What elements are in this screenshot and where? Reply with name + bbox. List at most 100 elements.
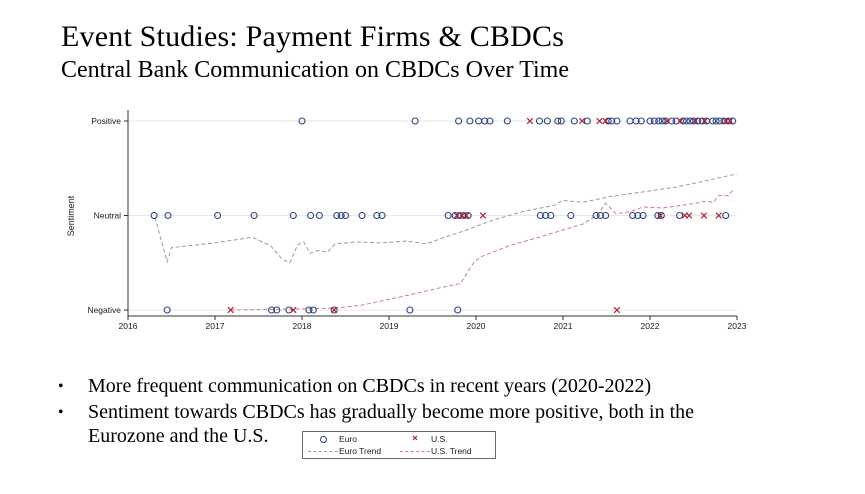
euro-point bbox=[464, 211, 472, 220]
x-tick-label: 2021 bbox=[554, 321, 573, 331]
chart-legend: Euro × U.S. Euro Trend U.S. Trend bbox=[302, 431, 496, 459]
u-s-point bbox=[602, 117, 609, 125]
euro-point bbox=[378, 211, 386, 220]
bullet-item: • More frequent communication on CBDCs i… bbox=[58, 374, 748, 399]
legend-entry-euro-trend: Euro Trend bbox=[307, 445, 399, 457]
euro-point bbox=[639, 211, 647, 220]
bullet-icon: • bbox=[58, 404, 64, 421]
euro-point bbox=[608, 117, 616, 125]
euro-point bbox=[709, 117, 717, 125]
x-tick-label: 2020 bbox=[467, 321, 486, 331]
euro-point bbox=[596, 211, 604, 220]
x-tick-label: 2017 bbox=[206, 321, 225, 331]
legend-entry-euro: Euro bbox=[307, 433, 399, 445]
u-s-point bbox=[657, 212, 664, 219]
bullet-text: Sentiment towards CBDCs has gradually be… bbox=[88, 401, 695, 447]
euro-point bbox=[285, 306, 293, 314]
euro-point bbox=[481, 117, 489, 125]
euro-point bbox=[613, 117, 621, 125]
euro-point bbox=[583, 117, 591, 125]
euro-point bbox=[547, 211, 555, 220]
u-s-point bbox=[290, 306, 297, 314]
u-s-point bbox=[664, 117, 671, 125]
x-tick-label: 2023 bbox=[728, 321, 747, 331]
euro-point bbox=[455, 117, 463, 125]
us-trend-dash-icon bbox=[399, 450, 431, 452]
legend-entry-us: × U.S. bbox=[399, 433, 491, 445]
euro-point bbox=[214, 211, 222, 220]
chart-canvas: Negative Neutral Positive 2016 2017 2018 2019 2… bbox=[66, 110, 747, 331]
legend-entry-us-trend: U.S. Trend bbox=[399, 445, 491, 457]
y-tick-label: Negative bbox=[87, 305, 121, 315]
sentiment-scatter-chart: Negative Neutral Positive 2016 2017 2018 2019 2… bbox=[0, 95, 865, 459]
slide-subtitle: Central Bank Communication on CBDCs Over… bbox=[61, 57, 569, 83]
euro-point bbox=[307, 211, 315, 220]
euro-point bbox=[682, 117, 691, 125]
euro-point bbox=[486, 117, 494, 125]
euro-point bbox=[451, 211, 459, 220]
bullet-list: • More frequent communication on CBDCs i… bbox=[58, 374, 748, 449]
euro-point bbox=[602, 211, 610, 220]
euro-point bbox=[444, 211, 452, 220]
u-s-point bbox=[227, 306, 234, 314]
euro-point bbox=[634, 211, 642, 220]
legend-label: Euro bbox=[339, 434, 357, 444]
u-s-point bbox=[700, 212, 708, 219]
x-tick-label: 2022 bbox=[641, 321, 660, 331]
euro-point bbox=[646, 117, 654, 125]
euro-point bbox=[689, 117, 698, 125]
euro-point bbox=[672, 117, 680, 125]
slide-title: Event Studies: Payment Firms & CBDCs bbox=[61, 20, 565, 53]
euro-point bbox=[542, 211, 550, 220]
x-tick-label: 2019 bbox=[380, 321, 399, 331]
bullet-text: More frequent communication on CBDCs in … bbox=[88, 375, 652, 397]
u-s-point bbox=[715, 212, 722, 219]
euro-point bbox=[298, 117, 306, 125]
euro-point bbox=[305, 306, 313, 314]
euro-point bbox=[163, 306, 171, 314]
y-axis-label: Sentiment bbox=[66, 195, 76, 236]
euro-point bbox=[250, 211, 258, 220]
u-s-point bbox=[685, 212, 693, 219]
euro-point bbox=[650, 117, 658, 125]
us-x-marker-icon: × bbox=[411, 433, 419, 444]
euro-point bbox=[567, 211, 575, 220]
euro-point bbox=[503, 117, 511, 125]
euro-point bbox=[592, 211, 600, 220]
u-s-point bbox=[526, 117, 534, 125]
u-s-point bbox=[613, 306, 621, 314]
euro-point bbox=[637, 117, 645, 125]
legend-label: Euro Trend bbox=[339, 446, 382, 456]
u-s-point bbox=[479, 212, 487, 219]
euro-point bbox=[668, 117, 676, 125]
euro-point bbox=[289, 211, 297, 220]
euro-point bbox=[557, 117, 565, 125]
euro-point bbox=[164, 211, 172, 220]
u-s-point bbox=[330, 306, 338, 314]
euro-point bbox=[632, 117, 640, 125]
euro-circle-marker-icon bbox=[307, 435, 339, 443]
euro-point bbox=[720, 117, 728, 125]
x-tick-label: 2018 bbox=[293, 321, 312, 331]
euro-point bbox=[315, 211, 323, 220]
bullet-icon: • bbox=[58, 378, 64, 395]
legend-label: U.S. bbox=[431, 434, 448, 444]
euro-point bbox=[536, 211, 544, 220]
euro-point bbox=[570, 117, 578, 125]
euro-point bbox=[454, 306, 462, 314]
euro-point bbox=[466, 117, 474, 125]
u-s-point bbox=[463, 212, 470, 219]
euro-point bbox=[657, 211, 665, 220]
y-tick-label: Neutral bbox=[94, 210, 122, 220]
euro-point bbox=[330, 306, 338, 314]
euro-trend-line bbox=[154, 173, 738, 264]
u-s-point bbox=[578, 117, 586, 125]
euro-point bbox=[658, 117, 666, 125]
u-s-trend-line bbox=[230, 188, 734, 311]
euro-point bbox=[554, 117, 562, 125]
euro-point bbox=[406, 306, 414, 314]
euro-point bbox=[309, 306, 317, 314]
u-s-point bbox=[453, 212, 461, 219]
euro-point bbox=[543, 117, 551, 125]
euro-point bbox=[629, 211, 637, 220]
